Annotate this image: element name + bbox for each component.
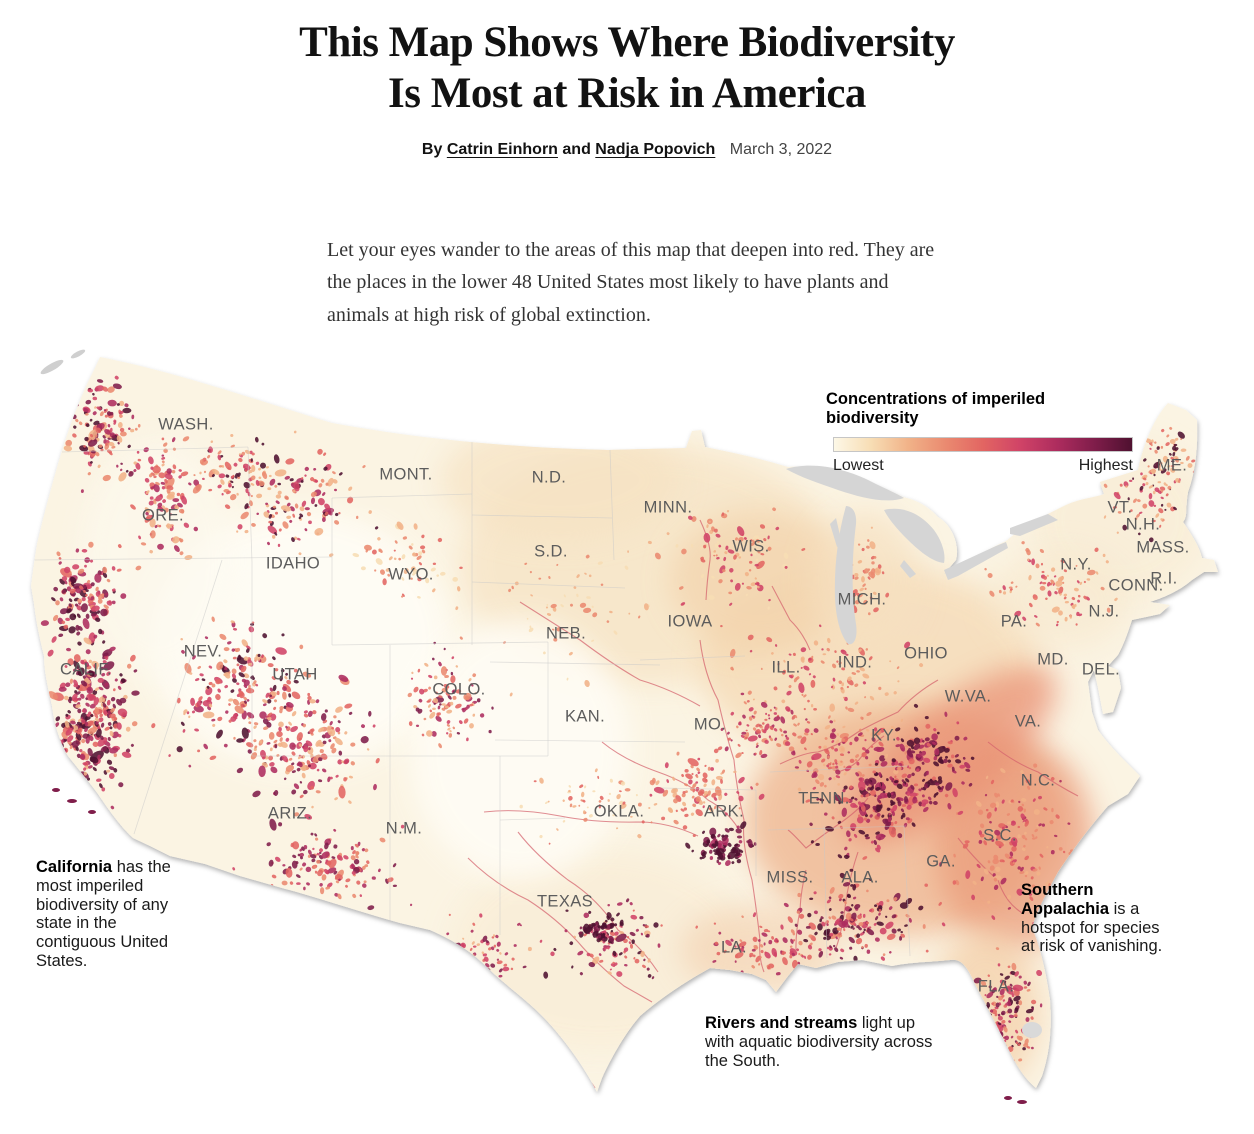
legend-highest-label: Highest bbox=[1078, 457, 1133, 474]
map-legend: Concentrations of imperiled biodiversity… bbox=[826, 390, 1133, 475]
page-title: This Map Shows Where Biodiversity Is Mos… bbox=[0, 18, 1254, 119]
byline: By Catrin Einhorn and Nadja Popovich Mar… bbox=[0, 141, 1254, 159]
annotation-appalachia-lead: Southern Appalachia bbox=[1021, 881, 1110, 918]
title-line-1: This Map Shows Where Biodiversity bbox=[299, 19, 955, 66]
article-header: This Map Shows Where Biodiversity Is Mos… bbox=[0, 18, 1254, 159]
byline-and: and bbox=[562, 141, 591, 159]
legend-lowest-label: Lowest bbox=[833, 457, 884, 474]
annotation-california: California has the most imperiled biodiv… bbox=[36, 858, 178, 971]
annotation-appalachia-text: is a hotspot for species at risk of vani… bbox=[1021, 899, 1163, 956]
legend-labels: Lowest Highest bbox=[833, 457, 1133, 475]
annotation-california-lead: California bbox=[36, 858, 113, 876]
annotation-california-text: has the most imperiled biodiversity of a… bbox=[36, 858, 171, 970]
intro-paragraph: Let your eyes wander to the areas of thi… bbox=[327, 239, 935, 326]
legend-title: Concentrations of imperiled biodiversity bbox=[826, 390, 1046, 427]
annotation-rivers: Rivers and streams light up with aquatic… bbox=[705, 1014, 945, 1070]
annotation-rivers-text: light up with aquatic biodiversity acros… bbox=[705, 1014, 933, 1070]
byline-prefix: By bbox=[421, 141, 443, 159]
annotation-appalachia: Southern Appalachia is a hotspot for spe… bbox=[1021, 881, 1176, 956]
annotation-rivers-lead: Rivers and streams bbox=[705, 1014, 858, 1032]
title-line-2: Is Most at Risk in America bbox=[388, 69, 866, 117]
author-link-2[interactable]: Nadja Popovich bbox=[595, 141, 716, 159]
legend-gradient-bar bbox=[833, 437, 1133, 452]
author-link-1[interactable]: Catrin Einhorn bbox=[446, 141, 558, 159]
publish-date: March 3, 2022 bbox=[729, 141, 833, 159]
